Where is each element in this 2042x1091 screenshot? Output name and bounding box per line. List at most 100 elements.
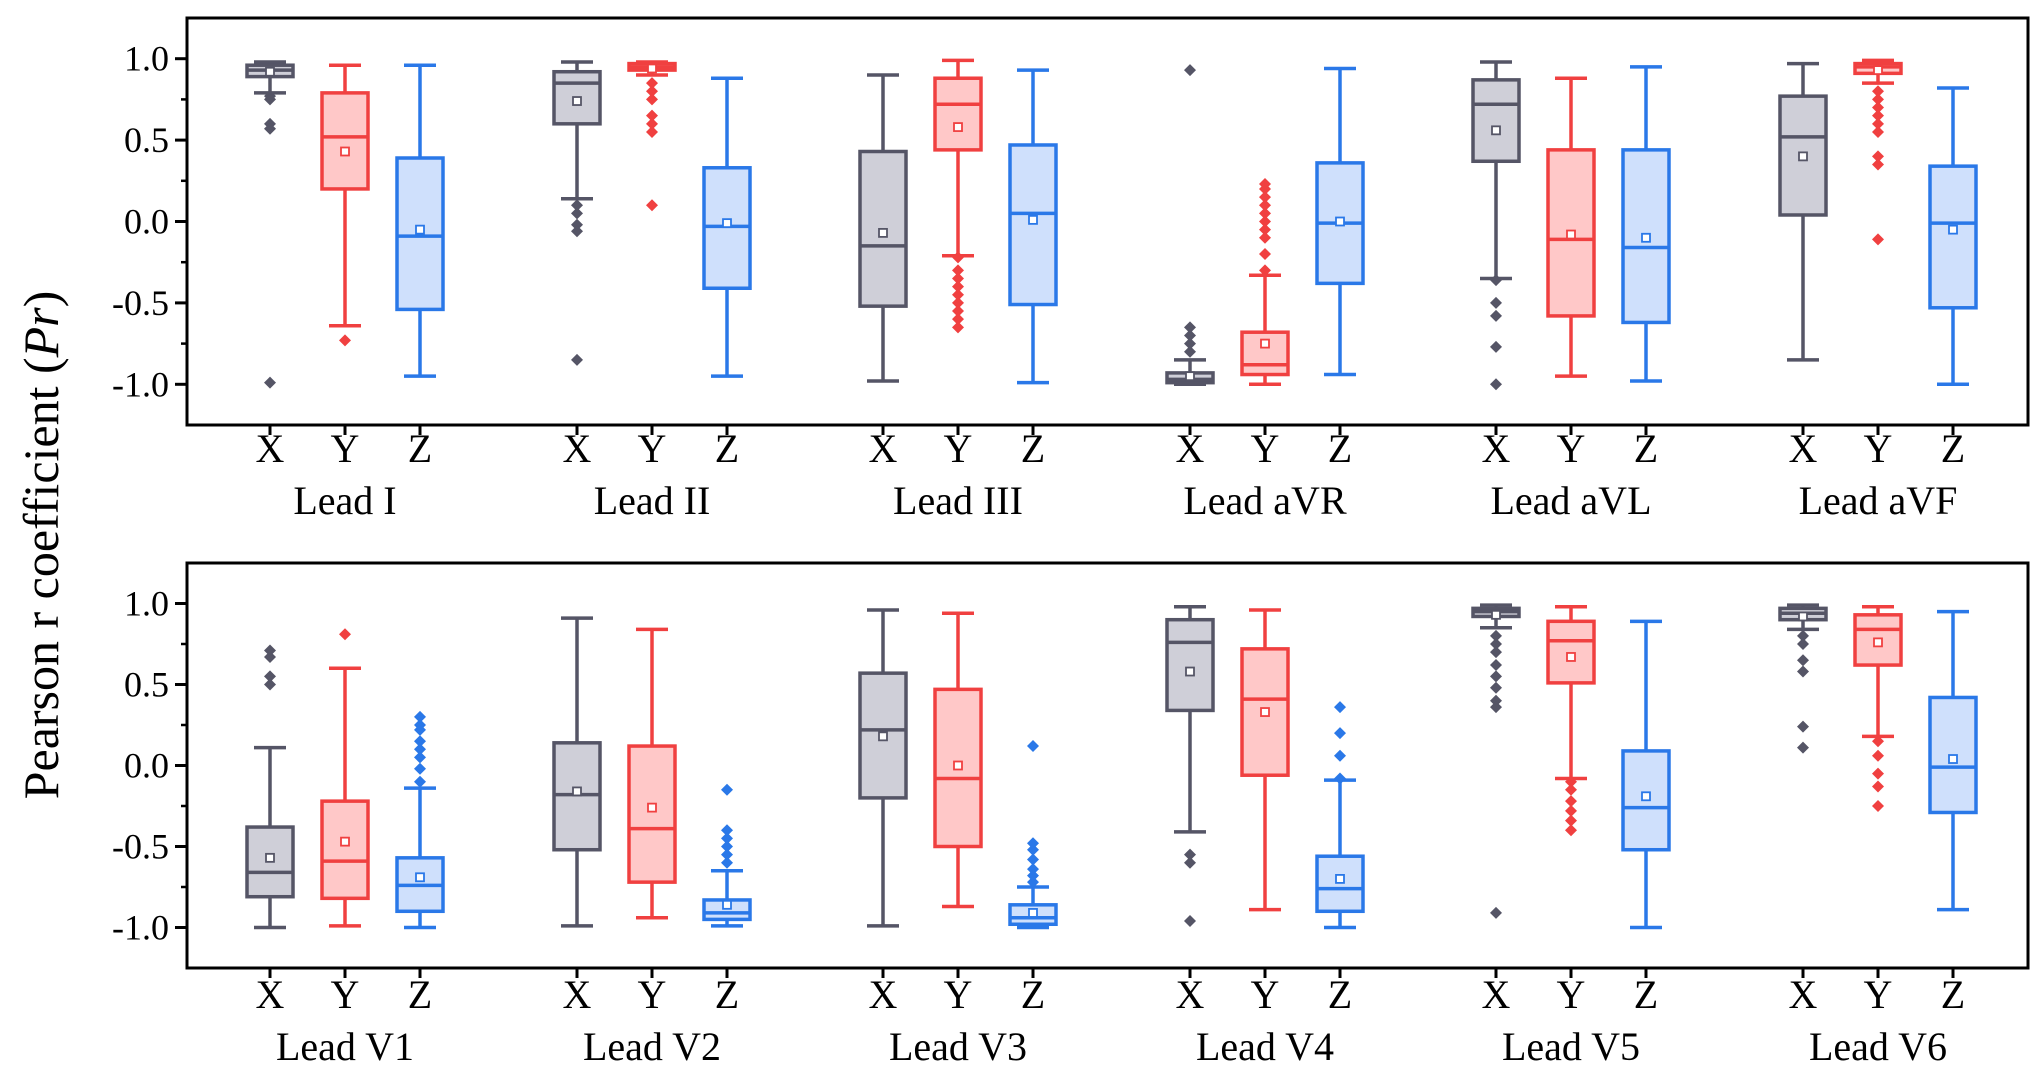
outlier-point (414, 751, 426, 764)
outlier-point (264, 93, 276, 106)
lead-label: Lead II (594, 478, 711, 523)
outlier-point (1490, 340, 1502, 353)
component-label: X (563, 426, 592, 471)
component-label: X (563, 972, 592, 1017)
outlier-point (1259, 223, 1271, 236)
outlier-point (1490, 274, 1502, 287)
component-label: Y (1251, 972, 1280, 1017)
box-z: Z (1008, 68, 1058, 471)
mean-marker (1260, 338, 1270, 349)
outlier-point (721, 824, 733, 837)
outlier-point (1872, 800, 1884, 812)
outlier-point (1259, 248, 1271, 261)
box-y: Y (627, 627, 677, 1017)
mean-marker (415, 872, 425, 883)
outlier-point (952, 321, 964, 334)
outlier-point (952, 251, 964, 264)
component-label: X (256, 426, 285, 471)
outlier-point (414, 710, 426, 723)
component-label: Y (638, 426, 667, 471)
iqr-box (320, 799, 370, 901)
outlier-point (571, 207, 583, 220)
outlier-point (1797, 665, 1809, 678)
outlier-point (1797, 654, 1809, 667)
box-x: X (1778, 61, 1828, 471)
outlier-point (1490, 378, 1502, 391)
outlier-point (721, 840, 733, 853)
outlier-point (414, 735, 426, 748)
panel-frame (185, 561, 2030, 970)
outlier-point (646, 85, 658, 98)
y-tick-label: 0.0 (124, 202, 169, 242)
mean-marker (1335, 216, 1345, 227)
outlier-point (1872, 109, 1884, 122)
y-tick-label: 0.5 (124, 120, 169, 160)
y-axis-label: Pearson r coefficient (Pr) (13, 291, 69, 800)
outlier-point (1797, 741, 1809, 754)
box-z: Z (1621, 619, 1671, 1017)
component-label: Y (944, 426, 973, 471)
lead-group: X Y Z Lead V5 (1471, 603, 1671, 1069)
component-label: Z (715, 972, 739, 1017)
box-z: Z (1315, 66, 1365, 471)
mean-marker (1028, 908, 1038, 918)
box-x: X (858, 73, 908, 471)
outlier-point (264, 376, 276, 389)
component-label: Y (638, 972, 667, 1017)
outlier-point (1259, 191, 1271, 204)
component-label: X (256, 972, 285, 1017)
mean-marker (1641, 791, 1651, 802)
box-z: Z (1621, 65, 1671, 471)
y-tick-label: 1.0 (124, 584, 169, 624)
outlier-point (1872, 150, 1884, 163)
mean-marker (953, 122, 963, 132)
iqr-box (1546, 148, 1596, 318)
lead-group: X Y Z Lead I (245, 60, 445, 523)
lead-group: X Y Z Lead III (858, 58, 1058, 523)
outlier-point (1490, 629, 1502, 642)
lead-label: Lead aVL (1490, 478, 1651, 523)
mean-marker (722, 899, 732, 910)
mean-marker (1948, 224, 1958, 235)
box-y: Y (1853, 58, 1903, 471)
iqr-box (320, 91, 370, 191)
outlier-point (571, 218, 583, 231)
outlier-point (1259, 264, 1271, 277)
outlier-point (1490, 659, 1502, 672)
box-z: Z (395, 710, 445, 1017)
mean-marker (572, 786, 582, 797)
mean-marker (647, 63, 657, 74)
outlier-point (1334, 772, 1346, 785)
outlier-point (1027, 876, 1039, 889)
lead-label: Lead V3 (889, 1024, 1027, 1069)
box-z: Z (395, 63, 445, 471)
y-tick-label: -0.5 (112, 283, 169, 323)
outlier-point (952, 264, 964, 277)
mean-marker (647, 802, 657, 813)
box-y: Y (1546, 76, 1596, 471)
outlier-point (1872, 233, 1884, 246)
outlier-point (1259, 178, 1271, 191)
outlier-point (721, 856, 733, 869)
outlier-point (646, 117, 658, 130)
outlier-point (952, 272, 964, 285)
component-label: Z (1941, 972, 1965, 1017)
outlier-point (571, 353, 583, 366)
lead-label: Lead V6 (1809, 1024, 1947, 1069)
component-label: Z (715, 426, 739, 471)
outlier-point (1334, 727, 1346, 740)
box-y: Y (933, 611, 983, 1017)
y-tick-label: -1.0 (112, 908, 169, 948)
component-label: Y (1864, 972, 1893, 1017)
outlier-point (414, 762, 426, 775)
y-tick-label: -0.5 (112, 827, 169, 867)
outlier-point (339, 628, 351, 641)
outlier-point (646, 77, 658, 90)
outlier-point (264, 678, 276, 691)
outlier-point (1334, 701, 1346, 714)
iqr-box (395, 156, 445, 312)
outlier-point (1490, 906, 1502, 919)
